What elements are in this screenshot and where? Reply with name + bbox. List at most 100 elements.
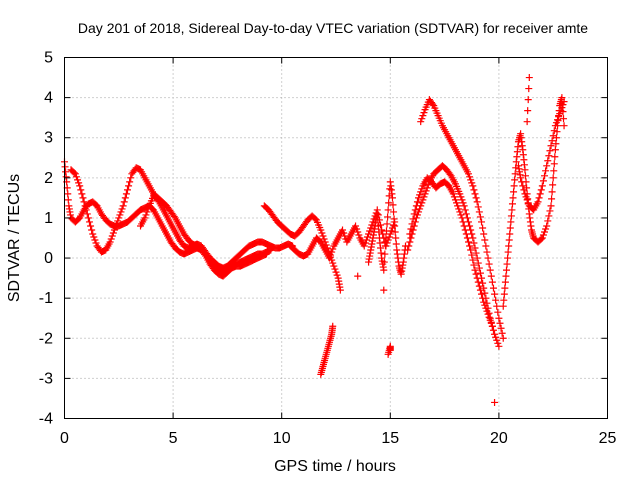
data-point-fill: [498, 329, 506, 337]
data-point-fill: [366, 227, 374, 235]
data-point-fill: [545, 152, 553, 160]
data-point-fill: [489, 284, 497, 292]
data-point-fill: [485, 313, 493, 321]
data-point-fill: [549, 132, 557, 140]
data-point-fill: [460, 222, 468, 230]
data-point: [352, 222, 360, 230]
data-point-fill: [484, 254, 492, 262]
data-point-fill: [450, 193, 458, 201]
x-tick-label: 10: [273, 430, 291, 447]
data-point-fill: [109, 229, 117, 237]
data-point: [525, 74, 533, 82]
data-point-fill: [507, 218, 515, 226]
data-point-fill: [550, 167, 558, 175]
data-point: [508, 206, 516, 214]
data-point: [89, 230, 97, 238]
data-point-fill: [474, 203, 482, 211]
data-point-fill: [70, 169, 78, 177]
data-point-fill: [382, 227, 390, 235]
data-point-fill: [81, 202, 89, 210]
data-point: [412, 214, 420, 222]
data-point-fill: [91, 236, 99, 244]
series-track-g: [365, 178, 410, 278]
data-point-fill: [488, 278, 496, 286]
data-point-fill: [487, 319, 495, 327]
data-point: [119, 202, 127, 210]
data-point-fill: [554, 116, 562, 124]
data-point-fill: [480, 230, 488, 238]
data-point: [471, 266, 479, 274]
data-point-fill: [320, 235, 328, 243]
data-point-fill: [494, 308, 502, 316]
series-track-l: [514, 74, 568, 214]
x-tick-label: 5: [169, 430, 178, 447]
plot-frame: [64, 57, 608, 419]
y-tick-label: 5: [44, 50, 53, 67]
y-tick-label: 2: [44, 170, 53, 187]
data-point: [325, 254, 333, 262]
data-point-fill: [429, 100, 437, 108]
data-point: [391, 222, 399, 230]
data-point: [499, 302, 507, 310]
data-point-fill: [79, 194, 87, 202]
data-point: [473, 198, 481, 206]
data-point-fill: [126, 178, 134, 186]
data-point-fill: [409, 215, 417, 223]
data-point-fill: [418, 185, 426, 193]
data-point-fill: [483, 307, 491, 315]
data-point-fill: [451, 196, 459, 204]
data-point-fill: [374, 216, 382, 224]
data-point: [404, 246, 412, 254]
data-point-fill: [502, 272, 510, 280]
data-point-fill: [416, 191, 424, 199]
data-point-fill: [546, 147, 554, 155]
data-point: [467, 246, 475, 254]
data-point-fill: [92, 239, 100, 247]
y-tick-label: 1: [44, 210, 53, 227]
data-point: [329, 322, 337, 330]
data-point: [486, 266, 494, 274]
data-point: [71, 170, 79, 178]
data-point-fill: [522, 172, 530, 180]
data-point-fill: [416, 205, 424, 213]
data-point-fill: [537, 186, 545, 194]
data-point: [123, 186, 131, 194]
data-point-fill: [72, 173, 80, 181]
data-point-fill: [328, 248, 336, 256]
data-point-fill: [383, 220, 391, 228]
data-point-fill: [493, 336, 501, 344]
data-point: [406, 230, 414, 238]
data-point: [115, 214, 123, 222]
data-marks: [61, 74, 568, 406]
data-point: [521, 190, 529, 198]
data-point-fill: [559, 101, 567, 109]
data-point-fill: [468, 179, 476, 187]
data-point-fill: [446, 170, 454, 178]
data-point: [534, 198, 542, 206]
data-point: [480, 298, 488, 306]
data-point-fill: [362, 236, 370, 244]
data-point-fill: [497, 324, 505, 332]
data-point: [415, 194, 423, 202]
data-point: [521, 166, 529, 174]
data-point-fill: [381, 250, 389, 258]
data-point: [495, 314, 503, 322]
data-point-fill: [551, 153, 559, 161]
data-point-fill: [83, 210, 91, 218]
data-point-fill: [544, 157, 552, 165]
x-tick-label: 15: [381, 430, 399, 447]
data-point: [462, 230, 470, 238]
tick-labels: 0 5 10 15 20 25 -4 -3 -2 -1 0 1 2 3 4 5: [39, 50, 617, 448]
data-point-fill: [332, 268, 340, 276]
data-point-fill: [142, 211, 150, 219]
data-point: [473, 254, 481, 262]
data-point-fill: [107, 235, 115, 243]
data-point-fill: [374, 222, 382, 230]
data-point-fill: [143, 208, 151, 216]
data-point-fill: [542, 167, 550, 175]
data-point: [538, 234, 546, 242]
x-tick-label: 0: [60, 430, 69, 447]
data-point-fill: [390, 208, 398, 216]
